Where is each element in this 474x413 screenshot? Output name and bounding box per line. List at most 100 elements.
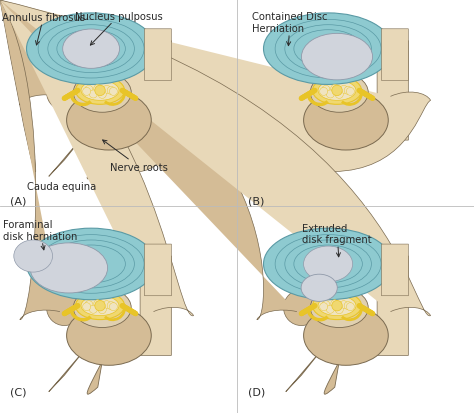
FancyBboxPatch shape	[382, 30, 408, 81]
Ellipse shape	[304, 91, 388, 151]
Ellipse shape	[315, 286, 323, 290]
Ellipse shape	[312, 292, 362, 320]
Circle shape	[301, 95, 307, 100]
Circle shape	[64, 95, 70, 100]
Circle shape	[132, 310, 137, 316]
Circle shape	[64, 309, 70, 315]
Circle shape	[369, 311, 374, 316]
Circle shape	[331, 85, 339, 93]
FancyBboxPatch shape	[382, 244, 408, 296]
Circle shape	[74, 304, 80, 309]
Circle shape	[357, 89, 363, 94]
Circle shape	[72, 90, 78, 95]
Circle shape	[302, 309, 308, 314]
Circle shape	[305, 307, 310, 313]
PathPatch shape	[286, 133, 324, 176]
Circle shape	[98, 91, 106, 99]
Circle shape	[366, 309, 371, 314]
Ellipse shape	[27, 14, 156, 85]
Circle shape	[63, 95, 68, 101]
PathPatch shape	[0, 310, 297, 413]
Ellipse shape	[310, 288, 368, 328]
Circle shape	[125, 306, 130, 311]
Ellipse shape	[81, 81, 119, 101]
Circle shape	[70, 306, 75, 311]
Circle shape	[361, 91, 366, 96]
Circle shape	[63, 311, 68, 316]
Circle shape	[70, 91, 75, 97]
Circle shape	[94, 85, 102, 93]
Ellipse shape	[67, 306, 151, 366]
Circle shape	[304, 308, 310, 313]
Circle shape	[304, 93, 309, 99]
Circle shape	[71, 306, 76, 311]
Ellipse shape	[77, 272, 83, 276]
Circle shape	[310, 304, 316, 309]
Circle shape	[128, 93, 133, 98]
Circle shape	[75, 88, 81, 94]
Ellipse shape	[312, 77, 362, 105]
Circle shape	[70, 92, 75, 97]
Circle shape	[125, 91, 130, 97]
Circle shape	[361, 306, 366, 311]
Circle shape	[370, 97, 375, 102]
PathPatch shape	[324, 361, 339, 394]
Circle shape	[128, 308, 133, 313]
Circle shape	[129, 309, 135, 314]
Circle shape	[129, 94, 135, 100]
Circle shape	[62, 311, 67, 316]
Circle shape	[368, 95, 373, 100]
Circle shape	[69, 92, 74, 97]
Circle shape	[300, 95, 305, 101]
Circle shape	[305, 93, 310, 98]
Circle shape	[125, 306, 131, 312]
Circle shape	[72, 305, 77, 311]
Circle shape	[307, 306, 312, 312]
Circle shape	[365, 93, 370, 99]
Circle shape	[107, 302, 115, 310]
Ellipse shape	[318, 81, 356, 101]
Ellipse shape	[46, 290, 82, 326]
Circle shape	[362, 91, 367, 97]
Circle shape	[303, 309, 308, 314]
Circle shape	[300, 311, 305, 316]
Circle shape	[310, 90, 315, 95]
Circle shape	[312, 303, 318, 309]
Circle shape	[306, 92, 311, 97]
Circle shape	[301, 95, 306, 100]
Circle shape	[300, 310, 305, 316]
Circle shape	[309, 90, 314, 96]
Ellipse shape	[301, 275, 337, 301]
Circle shape	[121, 304, 127, 309]
Circle shape	[64, 310, 69, 315]
Circle shape	[124, 306, 129, 311]
Circle shape	[307, 91, 312, 97]
Circle shape	[73, 304, 78, 310]
Circle shape	[109, 303, 118, 311]
Circle shape	[309, 305, 315, 310]
Circle shape	[310, 89, 316, 95]
Circle shape	[369, 95, 374, 101]
Circle shape	[304, 93, 310, 98]
Circle shape	[367, 95, 373, 100]
Ellipse shape	[75, 77, 125, 105]
Circle shape	[65, 94, 71, 100]
Circle shape	[363, 92, 368, 97]
Ellipse shape	[325, 280, 331, 284]
Circle shape	[332, 301, 342, 311]
Text: Nerve roots: Nerve roots	[103, 141, 168, 172]
Circle shape	[365, 93, 370, 98]
Circle shape	[319, 88, 328, 96]
FancyBboxPatch shape	[145, 30, 171, 81]
Circle shape	[68, 307, 73, 313]
Text: (B): (B)	[248, 196, 265, 206]
Ellipse shape	[283, 290, 319, 326]
Circle shape	[132, 311, 137, 316]
Circle shape	[75, 303, 81, 309]
Circle shape	[63, 96, 68, 101]
Ellipse shape	[310, 74, 368, 113]
Circle shape	[133, 311, 138, 316]
Circle shape	[122, 90, 127, 95]
Ellipse shape	[67, 91, 151, 151]
Circle shape	[73, 89, 79, 95]
